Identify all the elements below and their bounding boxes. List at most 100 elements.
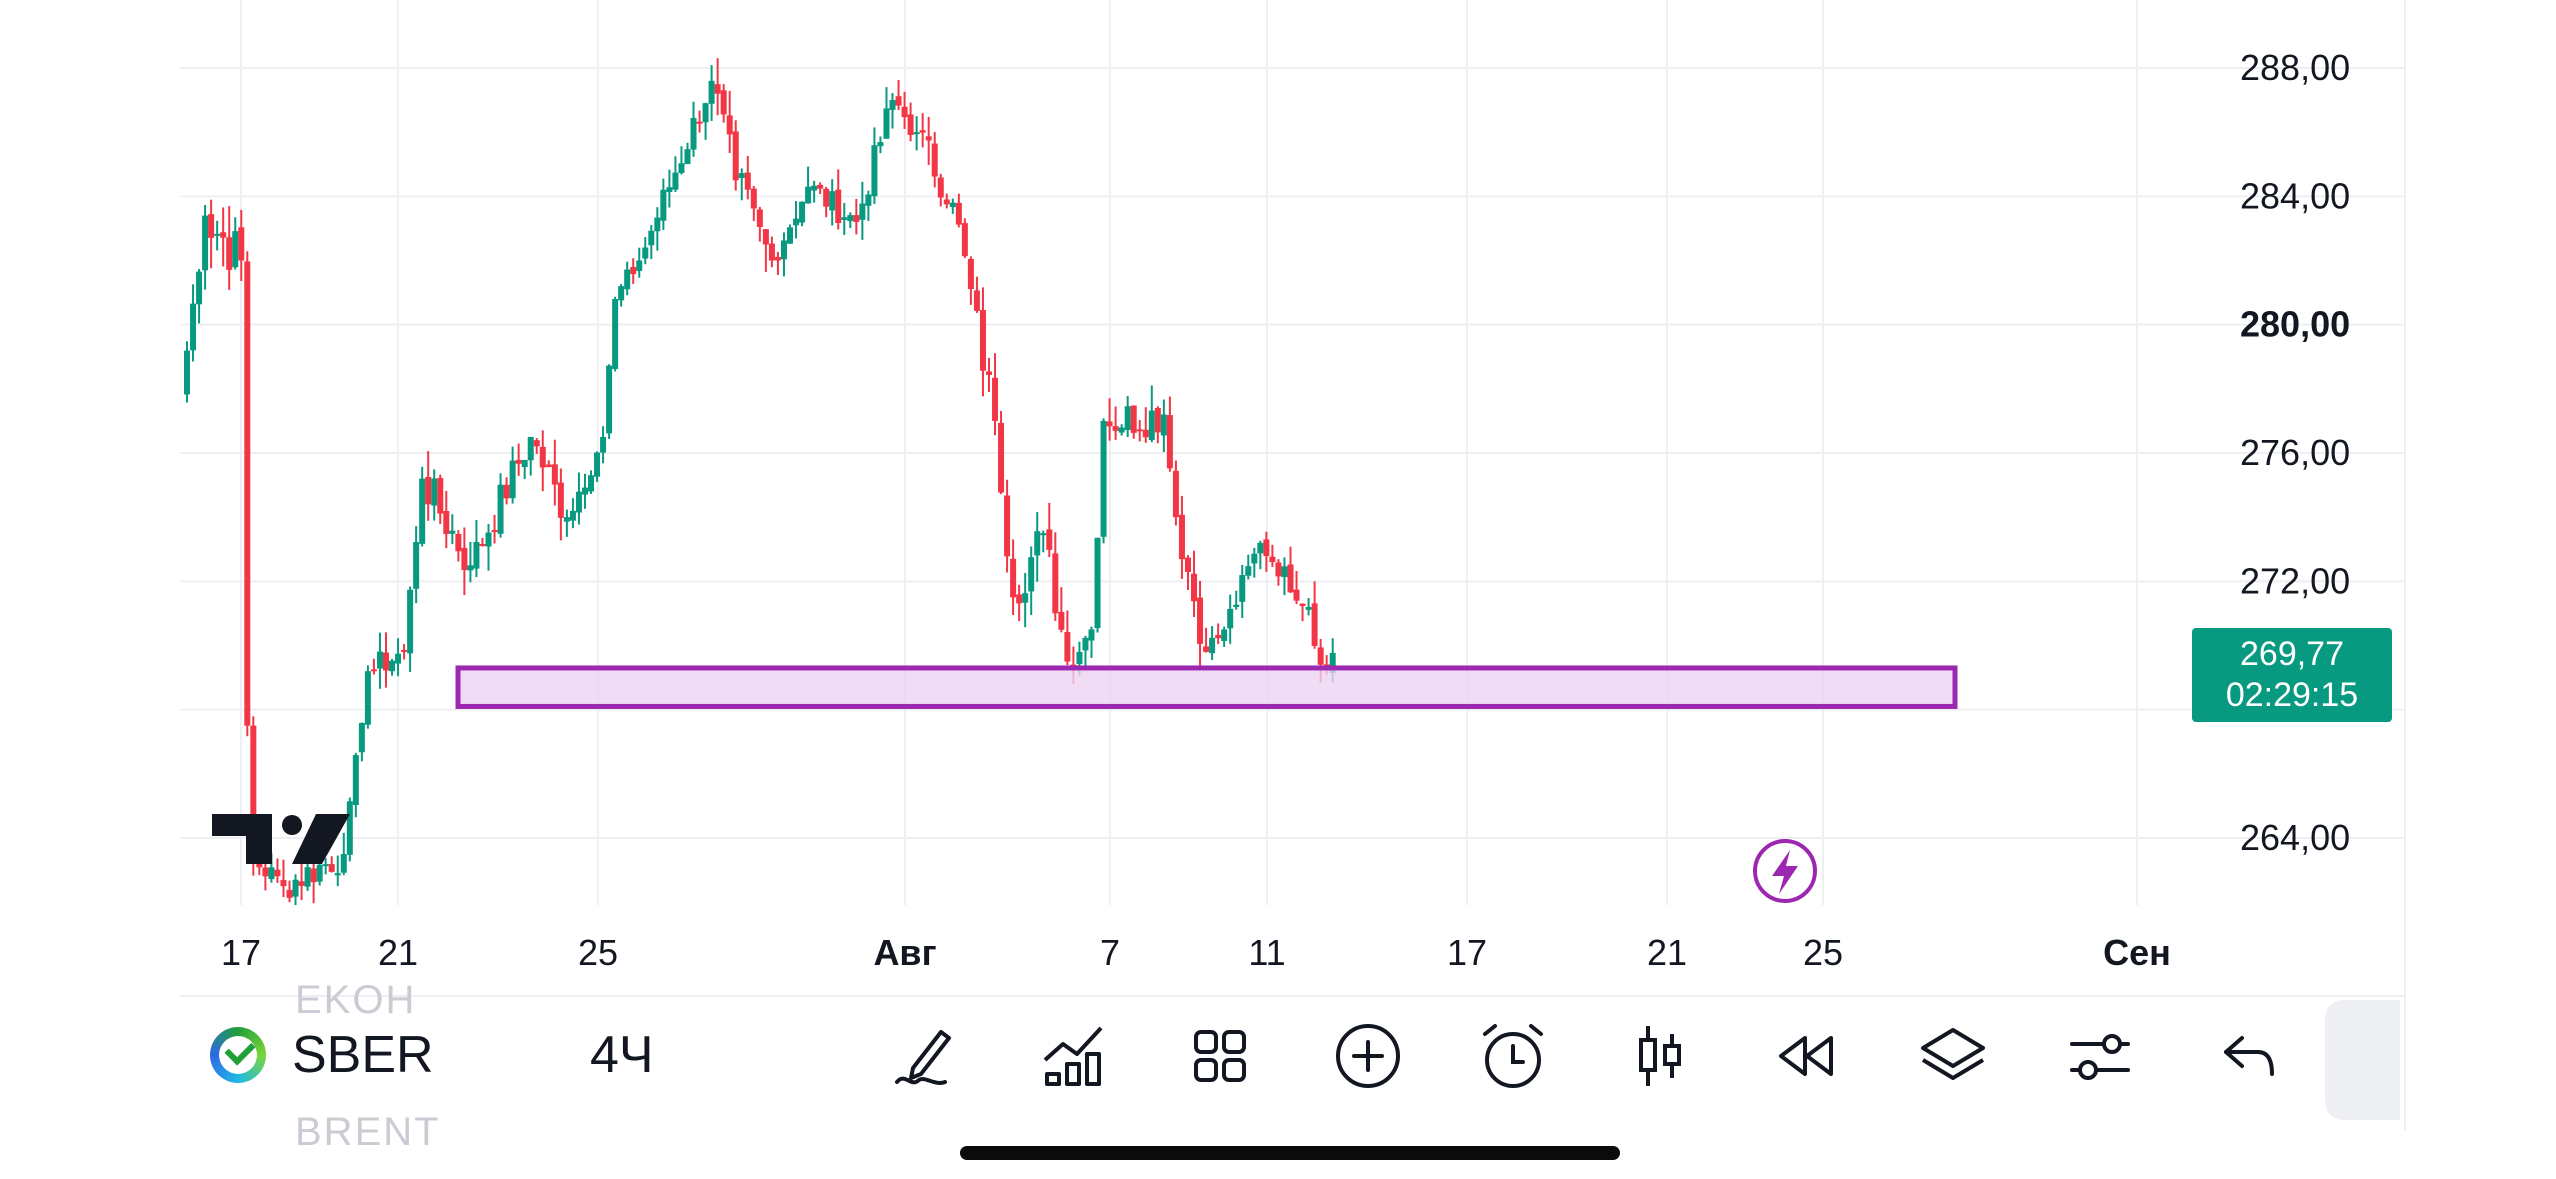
candle: [787, 224, 793, 244]
candle: [491, 514, 498, 544]
candle: [382, 632, 389, 688]
candle: [1166, 396, 1173, 472]
candle: [931, 131, 938, 188]
ghost-symbol-below: BRENT: [295, 1110, 441, 1154]
candle: [1191, 550, 1198, 618]
layers-icon[interactable]: [1913, 1016, 1993, 1096]
candle: [407, 586, 414, 672]
candle: [847, 212, 854, 229]
candle: [1311, 581, 1318, 649]
candle: [793, 201, 800, 239]
candle: [612, 296, 619, 372]
interval-selector[interactable]: 4Ч: [590, 1026, 654, 1084]
bar-countdown: 02:29:15: [2226, 676, 2358, 714]
price-tick-label: 276,00: [2240, 432, 2350, 473]
candle: [1233, 590, 1240, 610]
candle: [799, 201, 806, 227]
candle: [714, 58, 721, 116]
candles-icon[interactable]: [1620, 1016, 1700, 1096]
candle: [244, 251, 251, 737]
candle: [1172, 460, 1179, 526]
candle: [358, 722, 365, 762]
symbol-selector[interactable]: SBER: [210, 1020, 434, 1090]
candle: [666, 169, 673, 208]
add-circle-icon[interactable]: [1328, 1016, 1408, 1096]
replay-icon[interactable]: [1767, 1016, 1847, 1096]
candle: [774, 252, 781, 276]
candle: [370, 658, 377, 675]
candle: [811, 180, 818, 203]
candle: [1227, 594, 1234, 644]
candle: [184, 341, 190, 403]
candle: [973, 276, 980, 313]
candle: [780, 232, 787, 277]
candle: [588, 470, 595, 494]
pencil-icon[interactable]: [885, 1016, 965, 1096]
undo-icon[interactable]: [2210, 1016, 2290, 1096]
candle: [1203, 627, 1210, 653]
candle: [636, 247, 643, 278]
candle: [461, 527, 468, 595]
candle: [334, 855, 341, 887]
lightning-icon[interactable]: [1753, 839, 1817, 903]
candle: [352, 752, 359, 818]
candle: [943, 193, 950, 209]
more-panel-handle[interactable]: [2325, 1000, 2400, 1120]
candle: [220, 207, 227, 267]
candle: [817, 182, 824, 195]
candle: [744, 155, 751, 200]
candle: [907, 102, 914, 142]
candle: [654, 207, 661, 251]
indicators-icon[interactable]: [1035, 1016, 1115, 1096]
candle: [1148, 385, 1155, 443]
candle: [310, 858, 317, 904]
price-axis[interactable]: 288,00 284,00 280,00 276,00 272,00 264,00: [2240, 47, 2350, 858]
time-tick-label: 21: [378, 932, 418, 973]
candle: [1112, 406, 1119, 440]
candle: [889, 93, 896, 129]
grid-apps-icon[interactable]: [1180, 1016, 1260, 1096]
candle: [967, 256, 974, 305]
candle: [425, 451, 432, 521]
candle: [274, 858, 281, 883]
candle: [762, 229, 769, 272]
settings-sliders-icon[interactable]: [2060, 1016, 2140, 1096]
candle: [1124, 395, 1131, 438]
candle: [1106, 398, 1113, 441]
candle: [208, 199, 215, 269]
candle: [1130, 405, 1137, 439]
time-tick-label: 17: [221, 932, 261, 973]
time-axis[interactable]: 17 21 25 Авг 7 11 17 21 25 Сен: [221, 932, 2171, 973]
candle: [437, 474, 444, 525]
candles-layer: [184, 58, 1336, 915]
candle: [642, 237, 649, 265]
alarm-icon[interactable]: [1473, 1016, 1553, 1096]
candle: [985, 357, 992, 392]
candle: [600, 426, 607, 464]
candle: [877, 136, 884, 154]
candle: [316, 862, 323, 886]
candle: [455, 530, 462, 562]
candle: [998, 411, 1005, 495]
candle: [660, 178, 667, 231]
support-zone-rect[interactable]: [455, 665, 1958, 709]
candle: [322, 858, 329, 875]
last-price-value: 269,77: [2240, 635, 2344, 673]
candle: [1178, 495, 1185, 579]
candle: [551, 439, 558, 506]
candle: [1269, 544, 1276, 567]
candle: [497, 473, 504, 538]
candle: [431, 469, 438, 521]
candle: [738, 168, 745, 201]
candle: [1100, 418, 1107, 544]
candle: [853, 198, 860, 235]
candle: [750, 186, 757, 222]
candle: [871, 127, 878, 204]
candle: [485, 523, 492, 571]
candle: [594, 451, 601, 482]
candle: [690, 101, 697, 157]
candle: [533, 437, 540, 454]
candle: [515, 443, 522, 476]
candle: [648, 224, 655, 260]
